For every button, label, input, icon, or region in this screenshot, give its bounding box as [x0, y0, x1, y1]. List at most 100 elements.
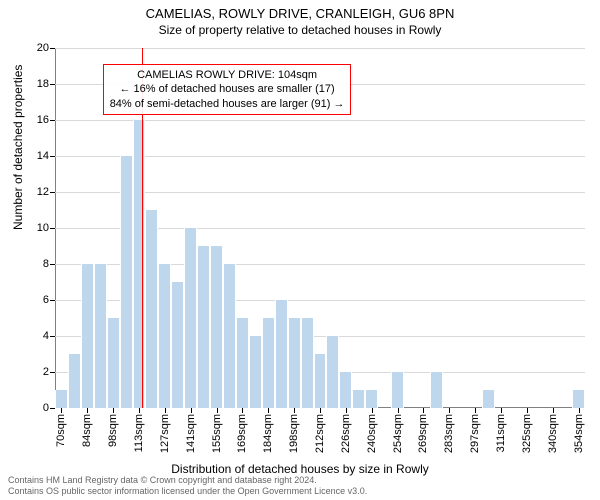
histogram-bar [145, 210, 158, 408]
chart-subtitle: Size of property relative to detached ho… [0, 21, 600, 37]
y-axis-label: Number of detached properties [11, 65, 25, 230]
y-tick-mark [50, 84, 55, 85]
histogram-bar [68, 354, 81, 408]
annotation-line2: ← 16% of detached houses are smaller (17… [110, 82, 345, 96]
histogram-bar [210, 246, 223, 408]
annotation-line3: 84% of semi-detached houses are larger (… [110, 97, 345, 111]
x-tick-mark [553, 408, 554, 413]
x-tick-mark [372, 408, 373, 413]
histogram-bar [158, 264, 171, 408]
x-tick-label: 98sqm [107, 414, 119, 447]
x-tick-label: 184sqm [262, 414, 274, 453]
x-tick-mark [268, 408, 269, 413]
y-tick-label: 4 [43, 330, 49, 342]
histogram-bar [120, 156, 133, 408]
x-tick-mark [61, 408, 62, 413]
x-tick-label: 141sqm [185, 414, 197, 453]
x-tick-mark [217, 408, 218, 413]
x-tick-label: 198sqm [288, 414, 300, 453]
footer-attribution: Contains HM Land Registry data © Crown c… [8, 475, 367, 497]
histogram-bar [55, 390, 68, 408]
footer-line2: Contains OS public sector information li… [8, 486, 367, 497]
histogram-bar [107, 318, 120, 408]
chart-title: CAMELIAS, ROWLY DRIVE, CRANLEIGH, GU6 8P… [0, 0, 600, 21]
y-tick-label: 10 [37, 222, 49, 234]
histogram-bar [301, 318, 314, 408]
x-axis-label: Distribution of detached houses by size … [0, 462, 600, 476]
x-tick-label: 311sqm [495, 414, 507, 452]
x-tick-label: 283sqm [443, 414, 455, 453]
histogram-bar [339, 372, 352, 408]
histogram-bar [94, 264, 107, 408]
x-tick-mark [423, 408, 424, 413]
y-tick-mark [50, 264, 55, 265]
y-tick-label: 0 [43, 402, 49, 414]
chart-container: CAMELIAS, ROWLY DRIVE, CRANLEIGH, GU6 8P… [0, 0, 600, 500]
x-tick-label: 297sqm [469, 414, 481, 453]
x-tick-mark [527, 408, 528, 413]
x-tick-mark [579, 408, 580, 413]
x-tick-mark [398, 408, 399, 413]
histogram-bar [275, 300, 288, 408]
histogram-bar [81, 264, 94, 408]
y-tick-mark [50, 408, 55, 409]
histogram-bar [352, 390, 365, 408]
y-tick-mark [50, 300, 55, 301]
y-tick-mark [50, 156, 55, 157]
x-tick-mark [501, 408, 502, 413]
x-tick-label: 212sqm [314, 414, 326, 453]
x-tick-label: 240sqm [366, 414, 378, 453]
y-tick-label: 12 [37, 186, 49, 198]
annotation-line1: CAMELIAS ROWLY DRIVE: 104sqm [110, 68, 345, 82]
y-tick-label: 6 [43, 294, 49, 306]
x-tick-mark [191, 408, 192, 413]
x-tick-label: 226sqm [340, 414, 352, 453]
footer-line1: Contains HM Land Registry data © Crown c… [8, 475, 367, 486]
histogram-bar [391, 372, 404, 408]
histogram-bar [249, 336, 262, 408]
histogram-bar [572, 390, 585, 408]
x-tick-mark [449, 408, 450, 413]
histogram-bar [184, 228, 197, 408]
histogram-bar [262, 318, 275, 408]
histogram-bar [482, 390, 495, 408]
x-tick-mark [242, 408, 243, 413]
y-tick-mark [50, 372, 55, 373]
histogram-bar [133, 120, 146, 408]
y-tick-label: 2 [43, 366, 49, 378]
y-tick-mark [50, 192, 55, 193]
y-tick-label: 8 [43, 258, 49, 270]
histogram-bar [326, 336, 339, 408]
x-tick-label: 325sqm [521, 414, 533, 453]
plot-area: 0246810121416182070sqm84sqm98sqm113sqm12… [55, 48, 585, 408]
x-tick-label: 70sqm [55, 414, 67, 447]
annotation-box: CAMELIAS ROWLY DRIVE: 104sqm← 16% of det… [103, 64, 352, 115]
histogram-bar [236, 318, 249, 408]
x-tick-label: 354sqm [573, 414, 585, 453]
y-tick-label: 20 [37, 42, 49, 54]
x-tick-mark [320, 408, 321, 413]
x-tick-label: 113sqm [133, 414, 145, 452]
histogram-bar [223, 264, 236, 408]
x-tick-label: 127sqm [159, 414, 171, 453]
histogram-bar [314, 354, 327, 408]
y-tick-label: 16 [37, 114, 49, 126]
y-tick-mark [50, 336, 55, 337]
histogram-bar [197, 246, 210, 408]
x-tick-mark [475, 408, 476, 413]
histogram-bar [430, 372, 443, 408]
x-tick-mark [113, 408, 114, 413]
y-tick-label: 14 [37, 150, 49, 162]
y-tick-mark [50, 228, 55, 229]
x-tick-mark [294, 408, 295, 413]
x-tick-label: 84sqm [81, 414, 93, 447]
x-tick-mark [165, 408, 166, 413]
x-tick-label: 254sqm [392, 414, 404, 453]
x-tick-label: 169sqm [236, 414, 248, 453]
x-tick-mark [87, 408, 88, 413]
histogram-bar [365, 390, 378, 408]
histogram-bar [288, 318, 301, 408]
grid-line [55, 48, 585, 49]
y-tick-mark [50, 120, 55, 121]
histogram-bar [171, 282, 184, 408]
